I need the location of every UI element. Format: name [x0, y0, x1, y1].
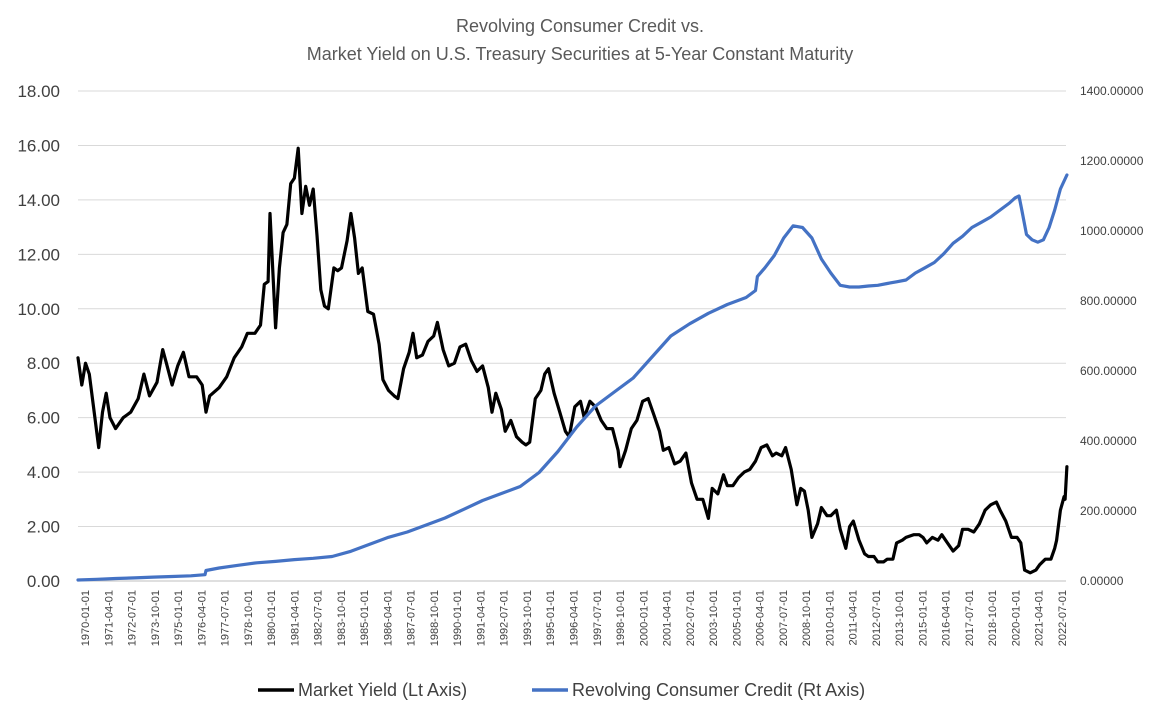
legend-label: Market Yield (Lt Axis) [298, 680, 467, 700]
y-right-tick-label: 800.00000 [1080, 294, 1137, 308]
y-left-tick-label: 12.00 [17, 245, 60, 264]
series-line-credit [76, 173, 1069, 582]
x-tick-label: 2000-01-01 [638, 590, 650, 646]
x-tick-label: 1975-01-01 [173, 590, 185, 646]
y-left-tick-label: 2.00 [27, 518, 60, 537]
y-right-tick-label: 1200.00000 [1080, 154, 1144, 168]
x-tick-label: 2018-10-01 [987, 590, 999, 646]
x-tick-label: 2020-01-01 [1010, 590, 1022, 646]
y-left-tick-label: 8.00 [27, 354, 60, 373]
x-tick-label: 1978-10-01 [243, 590, 255, 646]
y-left-tick-label: 10.00 [17, 300, 60, 319]
x-tick-label: 2021-04-01 [1034, 590, 1046, 646]
y-left-tick-label: 18.00 [17, 82, 60, 101]
y-left-tick-label: 0.00 [27, 572, 60, 591]
x-tick-label: 2015-01-01 [917, 590, 929, 646]
x-tick-label: 1991-04-01 [475, 590, 487, 646]
x-tick-label: 1998-10-01 [615, 590, 627, 646]
y-right-tick-label: 400.00000 [1080, 434, 1137, 448]
x-tick-label: 1996-04-01 [569, 590, 581, 646]
y-right-tick-label: 600.00000 [1080, 364, 1137, 378]
y-right-tick-label: 1000.00000 [1080, 224, 1144, 238]
x-tick-label: 1985-01-01 [359, 590, 371, 646]
x-tick-label: 2022-07-01 [1057, 590, 1069, 646]
x-tick-label: 2003-10-01 [708, 590, 720, 646]
x-tick-label: 1970-01-01 [80, 590, 92, 646]
x-tick-label: 1982-07-01 [313, 590, 325, 646]
x-tick-label: 2011-04-01 [848, 590, 860, 645]
x-tick-label: 1993-10-01 [522, 590, 534, 646]
x-tick-label: 2007-07-01 [778, 590, 790, 646]
y-left-tick-label: 14.00 [17, 191, 60, 210]
x-tick-label: 2002-07-01 [685, 590, 697, 646]
y-right-tick-label: 1400.00000 [1080, 84, 1144, 98]
legend-label: Revolving Consumer Credit (Rt Axis) [572, 680, 865, 700]
x-tick-label: 1977-07-01 [220, 590, 232, 646]
x-tick-label: 2001-04-01 [662, 590, 674, 646]
y-right-tick-label: 0.00000 [1080, 574, 1124, 588]
x-tick-label: 1990-01-01 [452, 590, 464, 646]
x-tick-label: 1981-04-01 [289, 590, 301, 646]
y-left-tick-label: 4.00 [27, 463, 60, 482]
x-tick-label: 1980-01-01 [266, 590, 278, 646]
y-left-tick-label: 6.00 [27, 409, 60, 428]
x-tick-label: 2006-04-01 [755, 590, 767, 646]
x-tick-label: 1986-04-01 [382, 590, 394, 646]
x-tick-label: 2012-07-01 [871, 590, 883, 646]
x-tick-label: 1972-07-01 [127, 590, 139, 646]
x-tick-label: 2017-07-01 [964, 590, 976, 646]
x-tick-label: 1995-01-01 [545, 590, 557, 646]
y-left-tick-label: 16.00 [17, 136, 60, 155]
chart-title: Revolving Consumer Credit vs. [455, 16, 705, 36]
x-tick-label: 1983-10-01 [336, 590, 348, 646]
x-tick-label: 2010-01-01 [824, 590, 836, 646]
x-tick-label: 2005-01-01 [731, 590, 743, 646]
x-tick-label: 1988-10-01 [429, 590, 441, 646]
series-line-yield [76, 146, 1069, 575]
x-tick-label: 1973-10-01 [150, 590, 162, 646]
x-tick-label: 1976-04-01 [196, 590, 208, 646]
chart-subtitle: Market Yield on U.S. Treasury Securities… [306, 44, 854, 64]
x-tick-label: 2013-10-01 [894, 590, 906, 646]
x-tick-label: 2008-10-01 [801, 590, 813, 646]
x-tick-label: 1987-07-01 [406, 590, 418, 646]
x-tick-label: 1997-07-01 [592, 590, 604, 646]
x-tick-label: 1992-07-01 [499, 590, 511, 646]
x-tick-label: 2016-04-01 [941, 590, 953, 646]
x-tick-label: 1971-04-01 [103, 590, 115, 646]
y-right-tick-label: 200.00000 [1080, 504, 1137, 518]
